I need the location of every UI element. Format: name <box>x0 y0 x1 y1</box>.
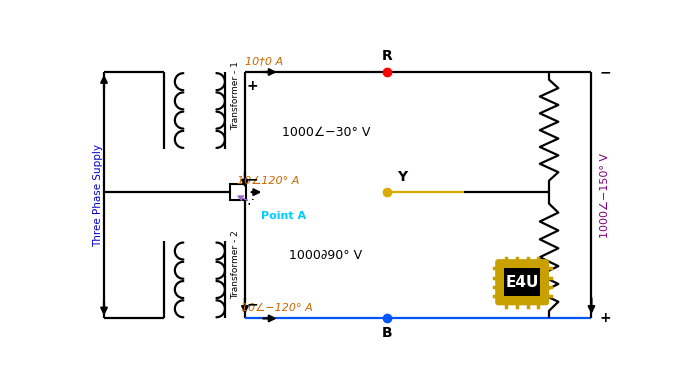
FancyBboxPatch shape <box>495 259 549 305</box>
Text: R: R <box>382 49 393 63</box>
Text: B: B <box>382 326 393 340</box>
Bar <box>230 185 246 200</box>
Text: Y: Y <box>397 170 407 185</box>
Text: Three Phase Supply: Three Phase Supply <box>93 144 103 247</box>
Text: 1000∂90° V: 1000∂90° V <box>289 249 363 262</box>
Text: Transformer - 2: Transformer - 2 <box>231 230 240 299</box>
Text: +: + <box>247 197 258 212</box>
Text: Transformer - 1: Transformer - 1 <box>231 61 240 129</box>
Text: 1000∠−150° V: 1000∠−150° V <box>600 153 609 238</box>
Text: +: + <box>599 311 611 325</box>
Text: −: − <box>599 65 611 79</box>
Text: −: − <box>247 173 258 187</box>
Text: Point A: Point A <box>238 196 306 221</box>
Text: 10†0 A: 10†0 A <box>245 57 283 66</box>
Text: 10∠120° A: 10∠120° A <box>237 176 300 186</box>
Text: +: + <box>247 79 258 93</box>
Text: 10∠−120° A: 10∠−120° A <box>241 303 313 313</box>
Bar <box>505 269 540 296</box>
Text: −: − <box>247 298 258 312</box>
Text: E4U: E4U <box>505 275 539 290</box>
Text: 1000∠−30° V: 1000∠−30° V <box>281 126 370 139</box>
